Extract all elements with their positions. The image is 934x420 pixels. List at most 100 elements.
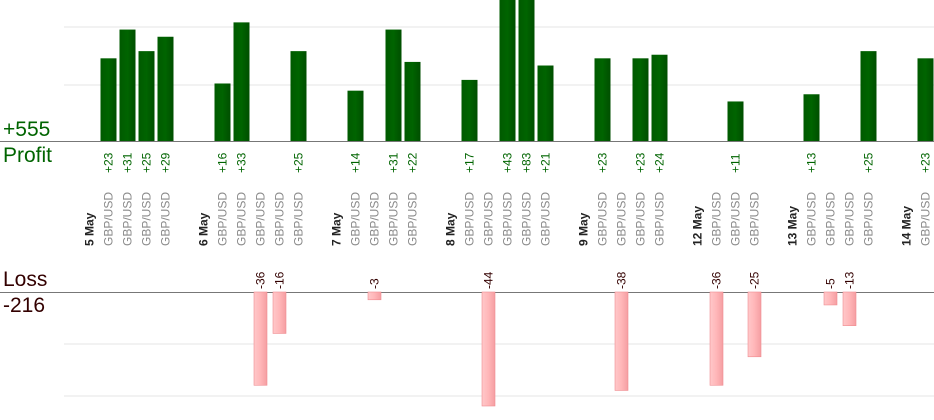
loss-value-label: -3 <box>368 278 382 289</box>
profit-value-label: +25 <box>140 152 154 173</box>
date-label: 7 May <box>330 212 344 246</box>
date-label: 12 May <box>691 206 705 246</box>
profit-value-label: +31 <box>121 152 135 173</box>
profit-value-label: +22 <box>406 152 420 173</box>
profit-value-label: +29 <box>159 152 173 173</box>
loss-bar <box>709 291 724 386</box>
pair-label: GBP/USD <box>406 192 420 246</box>
pair-label: GBP/USD <box>349 192 363 246</box>
date-label: 13 May <box>786 206 800 246</box>
pair-label: GBP/USD <box>254 192 268 246</box>
profit-value-label: +23 <box>596 152 610 173</box>
profit-bar <box>803 94 820 141</box>
pair-label: GBP/USD <box>539 192 553 246</box>
profit-bar <box>518 0 535 141</box>
loss-bar <box>253 291 268 386</box>
date-label: 9 May <box>577 212 591 246</box>
pair-label: GBP/USD <box>596 192 610 246</box>
loss-total: -216 <box>3 294 46 317</box>
profit-value-label: +23 <box>634 152 648 173</box>
profit-bar <box>404 61 421 142</box>
loss-bar <box>367 291 382 301</box>
loss-value-label: -25 <box>748 271 762 289</box>
profit-value-label: +13 <box>805 152 819 173</box>
pair-label: GBP/USD <box>235 192 249 246</box>
pair-label: GBP/USD <box>653 192 667 246</box>
loss-bar <box>747 291 762 358</box>
profit-bar <box>385 29 402 142</box>
date-label: 6 May <box>197 212 211 246</box>
pair-label: GBP/USD <box>729 192 743 246</box>
pair-label: GBP/USD <box>121 192 135 246</box>
loss-bar <box>614 291 629 391</box>
profit-value-label: +25 <box>292 152 306 173</box>
date-label: 14 May <box>900 206 914 246</box>
profit-bar <box>100 58 117 141</box>
profit-bar <box>290 51 307 142</box>
loss-value-label: -36 <box>710 271 724 289</box>
loss-value-label: -13 <box>843 271 857 289</box>
profit-label: Profit <box>3 144 53 167</box>
profit-bar <box>860 51 877 142</box>
profit-bar <box>499 0 516 141</box>
pair-label: GBP/USD <box>805 192 819 246</box>
profit-value-label: +23 <box>102 152 116 173</box>
loss-bar <box>481 291 496 407</box>
profit-bar <box>632 58 649 141</box>
loss-value-label: -16 <box>273 271 287 289</box>
pair-label: GBP/USD <box>387 192 401 246</box>
profit-bar <box>214 83 231 141</box>
pair-label: GBP/USD <box>102 192 116 246</box>
pair-label: GBP/USD <box>615 192 629 246</box>
profit-bar <box>233 22 250 141</box>
profit-value-label: +14 <box>349 152 363 173</box>
pair-label: GBP/USD <box>216 192 230 246</box>
profit-bar <box>727 101 744 141</box>
pair-label: GBP/USD <box>368 192 382 246</box>
pair-label: GBP/USD <box>140 192 154 246</box>
profit-bar <box>917 58 934 141</box>
pair-label: GBP/USD <box>748 192 762 246</box>
profit-value-label: +17 <box>463 152 477 173</box>
profit-total: +555 <box>3 118 51 141</box>
profit-value-label: +21 <box>539 152 553 173</box>
pair-label: GBP/USD <box>824 192 838 246</box>
profit-bar <box>594 58 611 141</box>
pair-label: GBP/USD <box>159 192 173 246</box>
profit-value-label: +33 <box>235 152 249 173</box>
loss-value-label: -36 <box>254 271 268 289</box>
loss-value-label: -38 <box>615 271 629 289</box>
pair-label: GBP/USD <box>463 192 477 246</box>
date-label: 8 May <box>444 212 458 246</box>
profit-value-label: +43 <box>501 152 515 173</box>
profit-value-label: +83 <box>520 152 534 173</box>
pair-label: GBP/USD <box>520 192 534 246</box>
loss-bar <box>272 291 287 334</box>
pair-label: GBP/USD <box>634 192 648 246</box>
profit-value-label: +16 <box>216 152 230 173</box>
loss-value-label: -44 <box>482 271 496 289</box>
profit-value-label: +24 <box>653 152 667 173</box>
loss-label: Loss <box>3 268 48 291</box>
profit-bar <box>157 36 174 141</box>
pair-label: GBP/USD <box>273 192 287 246</box>
pair-label: GBP/USD <box>501 192 515 246</box>
profit-bar <box>347 90 364 141</box>
date-label: 5 May <box>83 212 97 246</box>
profit-bar <box>119 29 136 142</box>
pair-label: GBP/USD <box>710 192 724 246</box>
profit-bar <box>461 79 478 141</box>
pair-label: GBP/USD <box>292 192 306 246</box>
loss-value-label: -5 <box>824 278 838 289</box>
loss-bar <box>823 291 838 306</box>
loss-bar <box>842 291 857 326</box>
pair-label: GBP/USD <box>843 192 857 246</box>
profit-bar <box>537 65 554 141</box>
profit-value-label: +25 <box>862 152 876 173</box>
profit-value-label: +11 <box>729 153 743 173</box>
profit-value-label: +23 <box>919 152 933 173</box>
profit-bar <box>138 51 155 142</box>
pair-label: GBP/USD <box>482 192 496 246</box>
profit-value-label: +31 <box>387 152 401 173</box>
